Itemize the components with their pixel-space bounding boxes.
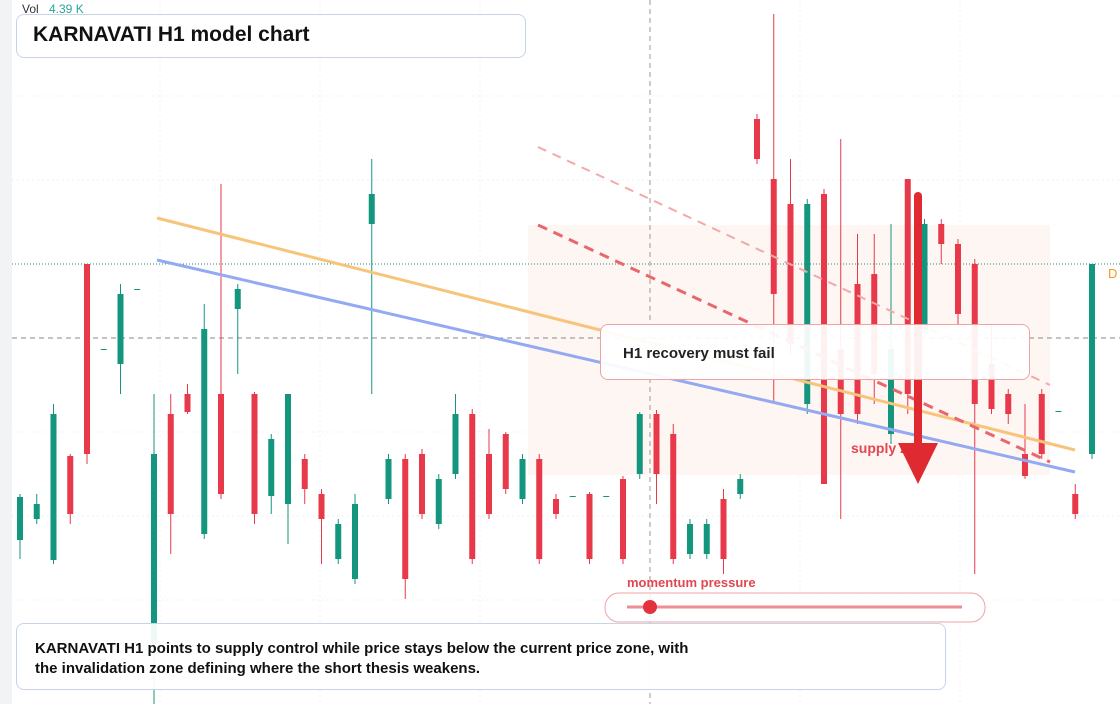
candle-body <box>1005 394 1012 414</box>
vol-label: Vol <box>22 2 39 16</box>
candle-body <box>251 394 258 514</box>
candle-body <box>151 454 157 644</box>
candle-body <box>385 459 392 499</box>
candle-body <box>301 459 308 489</box>
candle-body <box>368 194 375 224</box>
slider-knob <box>643 600 657 614</box>
candle-body <box>653 414 660 474</box>
candle-body <box>502 434 509 489</box>
left-strip <box>0 0 12 704</box>
candle-body <box>586 494 593 559</box>
candle-body <box>268 439 275 496</box>
callout-text: H1 recovery must fail <box>623 345 775 362</box>
candle-body <box>218 394 224 494</box>
candle-body <box>134 289 141 290</box>
candle-body <box>955 244 961 314</box>
candle-body <box>536 459 543 559</box>
candle-body <box>184 394 191 412</box>
candle-body <box>1055 411 1062 412</box>
candle-body <box>636 414 643 474</box>
candle-body <box>285 394 291 504</box>
candle-body <box>435 479 442 524</box>
candle-body <box>553 499 559 514</box>
candle-body <box>201 329 208 534</box>
footer-box: KARNAVATI H1 points to supply control wh… <box>16 623 946 690</box>
candle-body <box>837 349 844 414</box>
candle-body <box>67 456 74 514</box>
arrow-head <box>898 443 938 484</box>
candle-body <box>318 494 325 519</box>
candle-body <box>904 179 911 394</box>
footer-line: KARNAVATI H1 points to supply control wh… <box>35 640 689 657</box>
candle-body <box>670 434 677 559</box>
candle-body <box>687 524 693 554</box>
candle-body <box>335 524 342 559</box>
candle-body <box>703 524 710 554</box>
candle-body <box>402 459 409 579</box>
candle-body <box>720 499 727 559</box>
candle-body <box>452 414 459 474</box>
candle-body <box>1072 494 1079 514</box>
edge-tag: D <box>1108 266 1117 281</box>
candle-body <box>1022 454 1028 476</box>
candle-body <box>787 204 794 344</box>
candle-body <box>486 454 492 514</box>
candle-body <box>50 414 57 560</box>
candle-body <box>938 224 945 244</box>
dashed-line <box>537 223 1051 464</box>
candle-body <box>84 264 90 454</box>
candle-body <box>603 496 610 497</box>
candle-body <box>754 119 760 159</box>
candle-body <box>1038 394 1045 454</box>
candle-body <box>620 479 626 559</box>
candle-body <box>167 414 174 514</box>
candle-body <box>888 349 894 434</box>
candle-body <box>234 289 241 309</box>
candle-body <box>419 454 425 514</box>
candle-body <box>352 504 358 579</box>
vol-value: 4.39 K <box>49 2 84 16</box>
candle-body <box>100 349 107 350</box>
candle-body <box>469 414 476 559</box>
candle-body <box>804 204 811 404</box>
candle-body <box>519 459 526 499</box>
candle-body <box>770 179 777 294</box>
title: KARNAVATI H1 model chart <box>33 23 310 46</box>
candle-body <box>33 504 40 519</box>
callout: H1 recovery must fail <box>600 324 1030 380</box>
candle-body <box>921 224 928 329</box>
slider-label: momentum pressure <box>627 575 756 590</box>
candle-body <box>988 364 995 409</box>
candle-body <box>569 496 576 497</box>
candle-body <box>17 497 23 540</box>
candle-body <box>117 294 124 364</box>
footer-line: the invalidation zone defining where the… <box>35 660 481 677</box>
title-box: KARNAVATI H1 model chart <box>16 14 526 58</box>
candle-body <box>1089 264 1095 454</box>
candle-body <box>737 479 744 494</box>
